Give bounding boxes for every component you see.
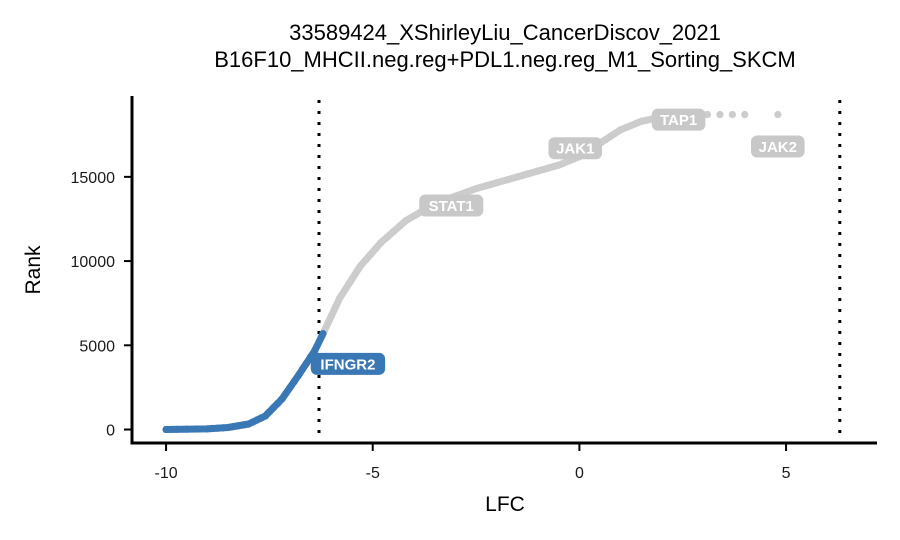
gene-label-box	[310, 352, 386, 375]
background-genes-point	[482, 182, 490, 190]
background-genes-point	[361, 256, 370, 264]
plot-area	[162, 100, 842, 441]
background-genes-point	[351, 270, 359, 278]
y-tick-label: 0	[106, 423, 115, 440]
gene-label-jak1: JAK1	[548, 137, 603, 160]
hit-genes-point	[278, 395, 286, 403]
background-genes-point	[327, 312, 335, 320]
background-genes-point	[396, 222, 404, 230]
outlier-point	[728, 110, 736, 119]
gene-label-ifngr2: IFNGR2	[310, 352, 386, 375]
background-genes-point	[524, 170, 532, 178]
chart-title-line-2: B16F10_MHCII.neg.reg+PDL1.neg.reg_M1_Sor…	[214, 47, 796, 72]
gene-label-text: STAT1	[429, 198, 474, 215]
background-genes-point	[367, 250, 375, 258]
y-tick-label: 15000	[71, 170, 116, 187]
x-tick-label: 0	[575, 465, 584, 482]
hit-genes-point	[193, 425, 201, 433]
gene-label-box	[651, 108, 706, 131]
hit-genes-point	[298, 365, 307, 373]
hit-genes-point	[183, 425, 191, 433]
background-genes-point	[409, 212, 417, 221]
hit-genes-point	[203, 425, 211, 433]
y-tick-label: 5000	[79, 338, 115, 355]
gene-label-text: IFNGR2	[320, 356, 375, 373]
background-genes-point	[323, 321, 331, 329]
gene-labels: IFNGR2 STAT1 JAK1 TAP1 JAK2	[310, 108, 805, 375]
chart-title: 33589424_XShirleyLiu_CancerDiscov_2021 B…	[214, 20, 796, 72]
outlier-point	[741, 110, 749, 119]
hit-genes-point	[162, 425, 170, 434]
outlier-point	[774, 110, 782, 119]
gene-label-box	[751, 135, 805, 158]
x-tick-label: 5	[782, 465, 791, 482]
hit-genes-point	[219, 424, 227, 432]
background-genes-point	[503, 176, 511, 184]
gene-label-text: TAP1	[660, 112, 697, 129]
background-genes-point	[356, 262, 364, 270]
background-genes-point	[611, 129, 620, 137]
hit-genes-point	[290, 377, 298, 386]
x-tick-label: -10	[155, 465, 178, 482]
gene-label-text: JAK2	[759, 139, 797, 156]
background-genes-point	[372, 244, 380, 253]
hit-genes	[162, 330, 327, 434]
hit-genes-point	[303, 359, 311, 367]
hit-genes-line	[162, 330, 327, 433]
hit-genes-point	[317, 334, 325, 342]
background-genes-point	[383, 233, 391, 241]
y-axis-title: Rank	[22, 245, 45, 295]
background-genes-point	[601, 136, 609, 144]
hit-genes-point	[286, 383, 294, 392]
gene-label-text: JAK1	[556, 141, 594, 158]
outlier-point	[716, 110, 724, 119]
outlier-point	[703, 110, 712, 119]
gene-label-tap1: TAP1	[651, 108, 706, 131]
hit-genes-point	[294, 372, 302, 380]
background-genes-point	[377, 238, 385, 247]
chart-title-line-1: 33589424_XShirleyLiu_CancerDiscov_2021	[289, 20, 721, 45]
background-genes-point	[346, 278, 354, 286]
gene-label-box	[419, 194, 484, 217]
background-genes-point	[462, 188, 470, 197]
background-genes-line	[319, 111, 707, 337]
background-genes-point	[341, 286, 349, 294]
gene-label-box	[548, 137, 603, 160]
background-genes-point	[331, 303, 340, 311]
background-genes-point	[513, 173, 522, 181]
x-tick-label: -5	[366, 465, 380, 482]
gene-label-stat1: STAT1	[419, 194, 484, 217]
hit-genes-point	[208, 424, 217, 433]
background-genes-point	[493, 179, 501, 187]
hit-genes-point	[172, 425, 180, 433]
axes: -10 -5 0 5 0 5000 10000 15000	[71, 96, 877, 482]
background-genes-point	[534, 167, 542, 175]
background-genes-point	[402, 217, 410, 225]
hit-genes-point	[282, 389, 290, 397]
background-genes-point	[336, 294, 344, 302]
hit-genes-point	[214, 424, 222, 432]
background-genes-point	[544, 164, 553, 172]
gene-label-jak2: JAK2	[751, 135, 805, 158]
background-genes-point	[606, 132, 615, 141]
background-genes-point	[389, 227, 397, 236]
y-tick-label: 10000	[71, 254, 116, 271]
x-axis-title: LFC	[485, 493, 525, 516]
background-genes-point	[472, 185, 480, 193]
background-genes	[319, 111, 707, 338]
